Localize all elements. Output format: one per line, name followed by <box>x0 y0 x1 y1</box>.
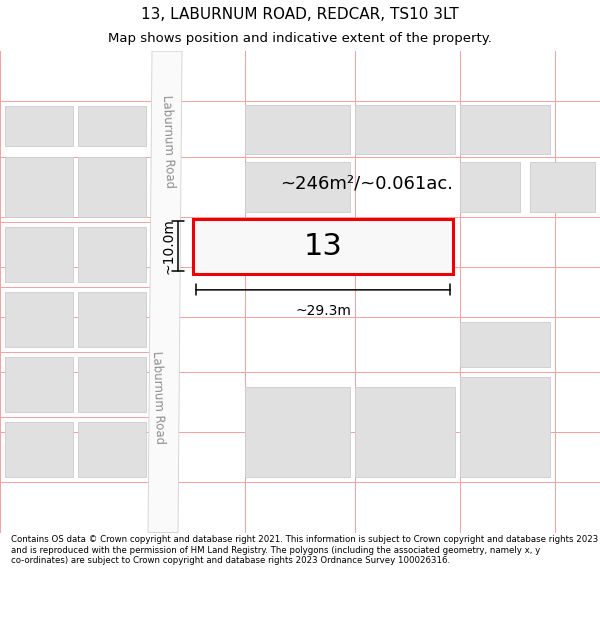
Bar <box>78 106 146 146</box>
Text: Laburnum Road: Laburnum Road <box>160 94 176 188</box>
Bar <box>78 292 146 347</box>
Bar <box>78 227 146 282</box>
Bar <box>460 106 550 154</box>
Text: 13: 13 <box>304 232 343 261</box>
Text: ~10.0m: ~10.0m <box>161 218 175 274</box>
Bar <box>5 156 73 217</box>
Bar <box>5 292 73 347</box>
Bar <box>5 357 73 412</box>
Bar <box>5 106 73 146</box>
Bar <box>78 156 146 217</box>
Bar <box>245 161 350 212</box>
Bar <box>460 161 520 212</box>
Text: Laburnum Road: Laburnum Road <box>150 351 166 444</box>
Text: Map shows position and indicative extent of the property.: Map shows position and indicative extent… <box>108 32 492 45</box>
Text: ~29.3m: ~29.3m <box>295 304 351 318</box>
Polygon shape <box>148 51 182 532</box>
Bar <box>460 322 550 367</box>
Bar <box>245 106 350 154</box>
Text: Contains OS data © Crown copyright and database right 2021. This information is : Contains OS data © Crown copyright and d… <box>11 535 598 565</box>
Text: 13, LABURNUM ROAD, REDCAR, TS10 3LT: 13, LABURNUM ROAD, REDCAR, TS10 3LT <box>141 7 459 22</box>
Bar <box>5 227 73 282</box>
Bar <box>78 422 146 478</box>
Text: ~246m²/~0.061ac.: ~246m²/~0.061ac. <box>280 174 453 192</box>
Bar <box>245 387 350 478</box>
Bar <box>78 357 146 412</box>
Bar <box>193 219 453 274</box>
Bar <box>355 106 455 154</box>
Bar <box>530 161 595 212</box>
Bar <box>460 377 550 478</box>
Bar <box>5 422 73 478</box>
Bar <box>355 387 455 478</box>
